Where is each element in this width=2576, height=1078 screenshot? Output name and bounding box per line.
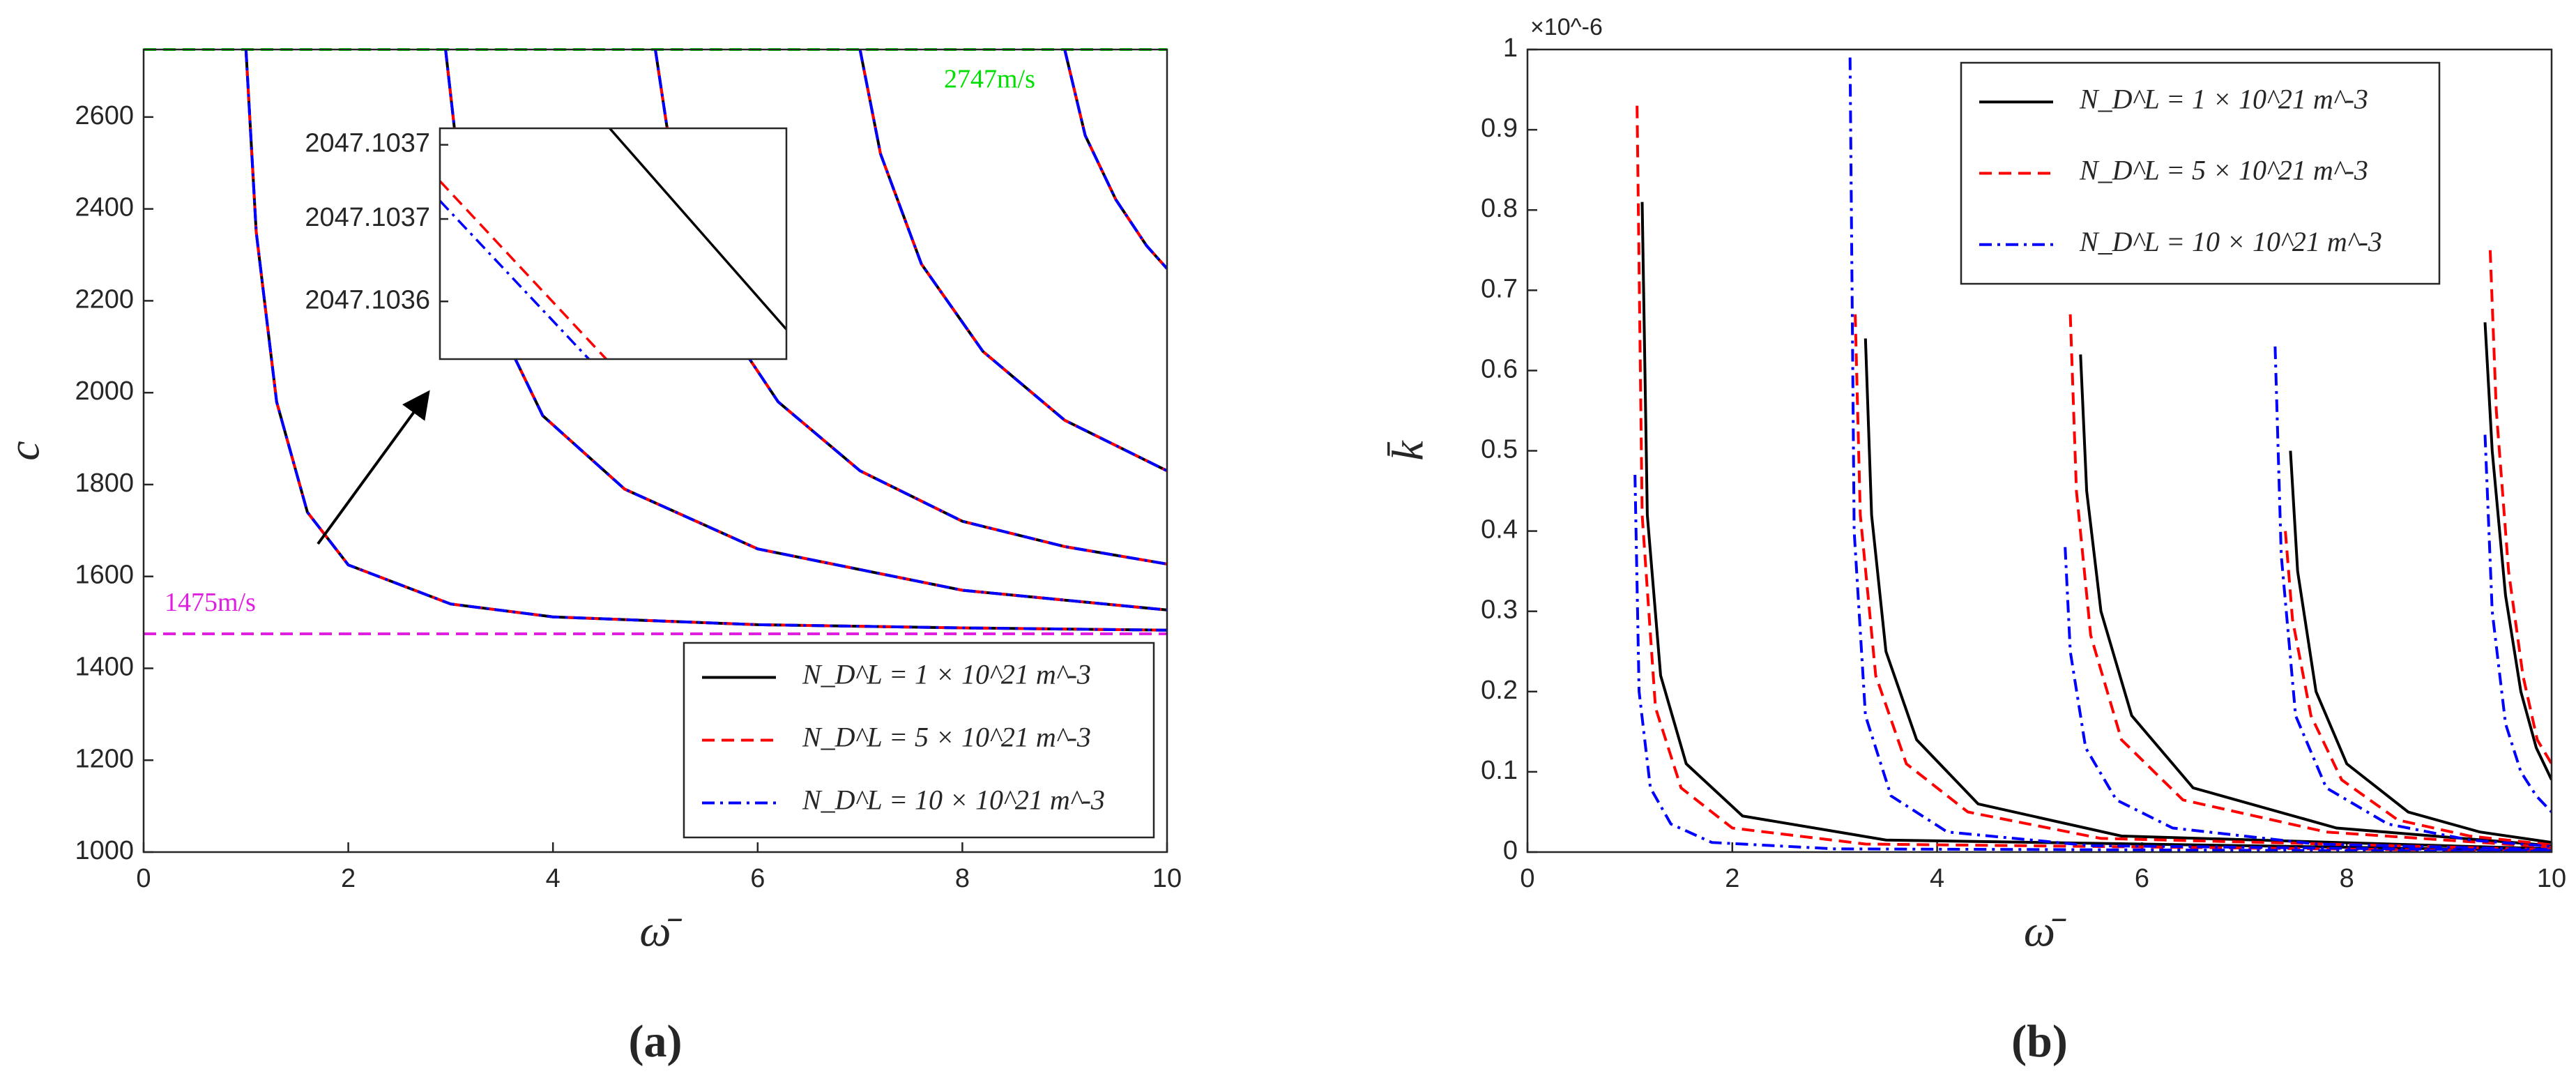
x-axis-label: ω̄ xyxy=(639,906,682,956)
x-tick-label: 0 xyxy=(1520,864,1534,893)
inset-curve xyxy=(440,199,590,359)
legend-label: N_D^L = 5 × 10^21 m^-3 xyxy=(2079,155,2368,186)
legend-label: N_D^L = 10 × 10^21 m^-3 xyxy=(2079,226,2382,257)
y-tick-label: 1800 xyxy=(75,469,134,498)
y-tick-label: 0.3 xyxy=(1481,595,1518,625)
curve xyxy=(2064,547,2552,851)
y-tick-label: 2400 xyxy=(75,193,134,222)
y-tick-label: 0.1 xyxy=(1481,756,1518,785)
y-axis-label: c xyxy=(0,441,49,460)
curve xyxy=(1864,338,2552,851)
curve xyxy=(1640,202,2552,852)
curve xyxy=(2289,450,2552,844)
x-tick-label: 2 xyxy=(341,864,356,893)
legend-label: N_D^L = 1 × 10^21 m^-3 xyxy=(2079,83,2368,114)
legend-label: N_D^L = 1 × 10^21 m^-3 xyxy=(802,659,1091,690)
inset-box xyxy=(439,127,788,360)
x-tick-label: 2 xyxy=(1725,864,1739,893)
inset-curve xyxy=(440,180,607,359)
axes-box xyxy=(1526,48,2553,853)
x-tick-label: 6 xyxy=(2135,864,2149,893)
curve xyxy=(244,50,1167,632)
y-tick-label: 2000 xyxy=(75,377,134,406)
curve xyxy=(2273,346,2552,848)
inset-y-tick-label: 2047.1036 xyxy=(305,285,430,314)
y-tick-label: 0.6 xyxy=(1481,354,1518,384)
x-tick-label: 10 xyxy=(1152,864,1182,893)
y-tick-label: 0.5 xyxy=(1481,435,1518,464)
reference-label: 1475m/s xyxy=(165,588,256,617)
curve xyxy=(2284,531,2552,847)
reference-label: 2747m/s xyxy=(944,65,1035,94)
y-tick-label: 0 xyxy=(1503,836,1518,865)
inset-area xyxy=(440,128,786,359)
panel-label: (a) xyxy=(629,1016,683,1067)
curve xyxy=(1854,314,2552,851)
axes-box xyxy=(142,48,1168,853)
x-tick-label: 8 xyxy=(955,864,970,893)
curve xyxy=(2483,434,2552,813)
x-tick-label: 4 xyxy=(1930,864,1944,893)
curve xyxy=(2483,322,2552,781)
curve xyxy=(2488,250,2552,765)
curve xyxy=(858,50,1167,472)
curve xyxy=(1063,50,1167,270)
y-tick-label: 0.7 xyxy=(1481,274,1518,303)
y-tick-label: 0.4 xyxy=(1481,515,1518,545)
x-tick-label: 4 xyxy=(546,864,561,893)
y-tick-label: 2600 xyxy=(75,101,134,130)
inset-curve xyxy=(609,128,786,331)
y-tick-label: 2200 xyxy=(75,284,134,314)
y-multiplier: ×10^-6 xyxy=(1530,14,1603,40)
legend-label: N_D^L = 5 × 10^21 m^-3 xyxy=(802,722,1091,753)
inset-arrow xyxy=(317,390,430,545)
y-tick-label: 0.2 xyxy=(1481,676,1518,705)
x-axis-label: ω̄ xyxy=(2024,906,2066,956)
curve xyxy=(1848,57,2552,852)
curve xyxy=(2068,314,2552,849)
curve xyxy=(2079,354,2552,847)
legend-label: N_D^L = 10 × 10^21 m^-3 xyxy=(802,784,1105,816)
y-tick-label: 1400 xyxy=(75,652,134,681)
x-tick-label: 0 xyxy=(136,864,151,893)
inset-y-tick-label: 2047.1037 xyxy=(305,203,430,232)
y-tick-label: 1 xyxy=(1503,33,1518,63)
y-tick-label: 1000 xyxy=(75,836,134,865)
y-tick-label: 1600 xyxy=(75,561,134,590)
x-tick-label: 6 xyxy=(750,864,765,893)
x-tick-label: 8 xyxy=(2340,864,2354,893)
y-axis-label: k̄ xyxy=(1383,440,1433,461)
y-tick-label: 0.8 xyxy=(1481,194,1518,223)
y-tick-label: 0.9 xyxy=(1481,114,1518,143)
x-tick-label: 10 xyxy=(2537,864,2566,893)
inset-y-tick-label: 2047.1037 xyxy=(305,129,430,158)
panel-label: (b) xyxy=(2011,1016,2068,1067)
curve xyxy=(1636,105,2552,852)
y-tick-label: 1200 xyxy=(75,744,134,773)
curve xyxy=(1633,474,2552,852)
